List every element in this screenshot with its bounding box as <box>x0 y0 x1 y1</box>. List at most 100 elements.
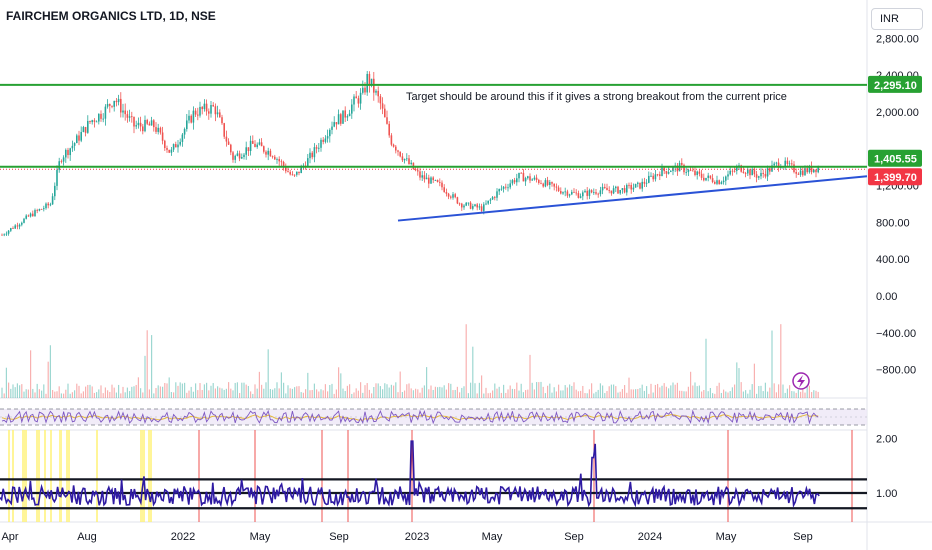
volume-bar-206 <box>454 389 456 398</box>
volume-bar-36 <box>80 393 82 398</box>
currency-button[interactable]: INR <box>871 8 923 30</box>
volume-bar-202 <box>445 389 447 398</box>
volume-bar-320 <box>705 338 707 398</box>
volume-bar-134 <box>296 386 298 398</box>
candle-262 <box>577 190 580 199</box>
candle-340 <box>749 168 751 180</box>
candle-176 <box>388 121 390 138</box>
chart-annotation[interactable]: Target should be around this if it gives… <box>406 91 787 103</box>
volume-bar-329 <box>725 391 727 398</box>
candle-96 <box>212 102 214 107</box>
candle-240 <box>529 173 531 184</box>
volume-bar-315 <box>694 382 696 398</box>
candle-30 <box>67 147 69 159</box>
candle-217 <box>478 203 481 210</box>
trendline[interactable] <box>397 175 868 222</box>
volume-bar-253 <box>558 384 560 398</box>
volume-bar-222 <box>489 392 491 398</box>
volume-bar-255 <box>562 390 564 398</box>
volume-bar-158 <box>349 384 351 398</box>
volume-bar-174 <box>384 383 386 398</box>
volume-bar-259 <box>571 385 573 398</box>
volume-bar-85 <box>188 390 190 398</box>
candle-24 <box>54 182 56 201</box>
volume-bar-102 <box>225 388 227 398</box>
candle-78 <box>172 143 175 153</box>
volume-bar-219 <box>483 393 485 398</box>
candle-54 <box>120 92 122 118</box>
candle-192 <box>423 171 426 183</box>
candle-103 <box>227 138 230 146</box>
candle-263 <box>579 193 582 199</box>
volume-bar-280 <box>617 392 619 398</box>
volume-bar-247 <box>544 393 546 398</box>
volume-bar-93 <box>206 382 208 398</box>
volume-bar-62 <box>137 377 139 398</box>
candle-6 <box>14 224 16 230</box>
time-axis: Apr Aug 2022 May Sep 2023 May Sep 2024 May Sep <box>1 531 812 543</box>
candle-49 <box>109 103 111 113</box>
candle-207 <box>456 196 459 205</box>
candle-160 <box>353 94 355 112</box>
volume-bar-27 <box>60 393 62 398</box>
volume-bar-264 <box>582 385 584 398</box>
candle-11 <box>25 214 27 220</box>
volume-bar-362 <box>797 389 799 398</box>
volume-bar-248 <box>547 385 549 398</box>
candle-251 <box>553 183 555 191</box>
candle-330 <box>727 170 729 180</box>
candle-14 <box>32 210 34 217</box>
volume-bar-180 <box>397 392 399 398</box>
candle-201 <box>443 184 445 193</box>
lightning-icon[interactable] <box>792 372 810 390</box>
candle-281 <box>619 189 621 195</box>
candle-303 <box>667 167 670 175</box>
volume-bar-287 <box>632 389 634 398</box>
volume-bar-127 <box>280 372 282 398</box>
volume-bar-185 <box>408 383 410 398</box>
candle-135 <box>298 171 300 176</box>
volume-bar-193 <box>426 367 428 398</box>
candle-164 <box>362 80 364 95</box>
volume-bar-112 <box>247 385 249 398</box>
volume-bar-298 <box>657 383 659 398</box>
volume-bar-98 <box>217 386 219 398</box>
candle-83 <box>183 127 186 139</box>
volume-bar-140 <box>309 390 311 398</box>
candle-228 <box>502 185 505 193</box>
candle-362 <box>797 172 800 176</box>
candle-15 <box>34 208 36 217</box>
candle-102 <box>225 130 228 147</box>
candle-42 <box>93 118 96 128</box>
volume-bar-75 <box>166 383 168 398</box>
volume-bar-225 <box>496 388 498 398</box>
volume-bar-304 <box>670 385 672 398</box>
volume-bar-168 <box>371 393 373 398</box>
volume-bar-107 <box>236 382 238 398</box>
candle-225 <box>496 188 498 201</box>
volume-bar-125 <box>276 382 278 398</box>
volume-bar-129 <box>285 393 287 398</box>
candle-282 <box>621 188 624 194</box>
volume-bar-69 <box>153 393 155 398</box>
volume-bar-234 <box>516 382 518 398</box>
candle-318 <box>700 169 703 181</box>
volume-bar-116 <box>256 388 258 398</box>
candle-81 <box>179 138 181 147</box>
volume-bar-290 <box>639 388 641 398</box>
volume-bar-357 <box>786 388 788 398</box>
volume-bar-176 <box>388 387 390 398</box>
volume-bar-7 <box>16 383 18 398</box>
volume-bar-90 <box>199 383 201 398</box>
candle-53 <box>117 94 120 106</box>
volume-bar-273 <box>602 385 604 398</box>
candle-162 <box>357 95 360 108</box>
candle-343 <box>755 170 758 183</box>
volume-bar-218 <box>481 375 483 398</box>
candle-189 <box>417 166 419 176</box>
volume-bar-208 <box>459 392 461 398</box>
candle-274 <box>604 183 606 189</box>
candle-248 <box>546 176 549 187</box>
volume-bar-21 <box>47 361 49 398</box>
candle-186 <box>410 160 412 166</box>
